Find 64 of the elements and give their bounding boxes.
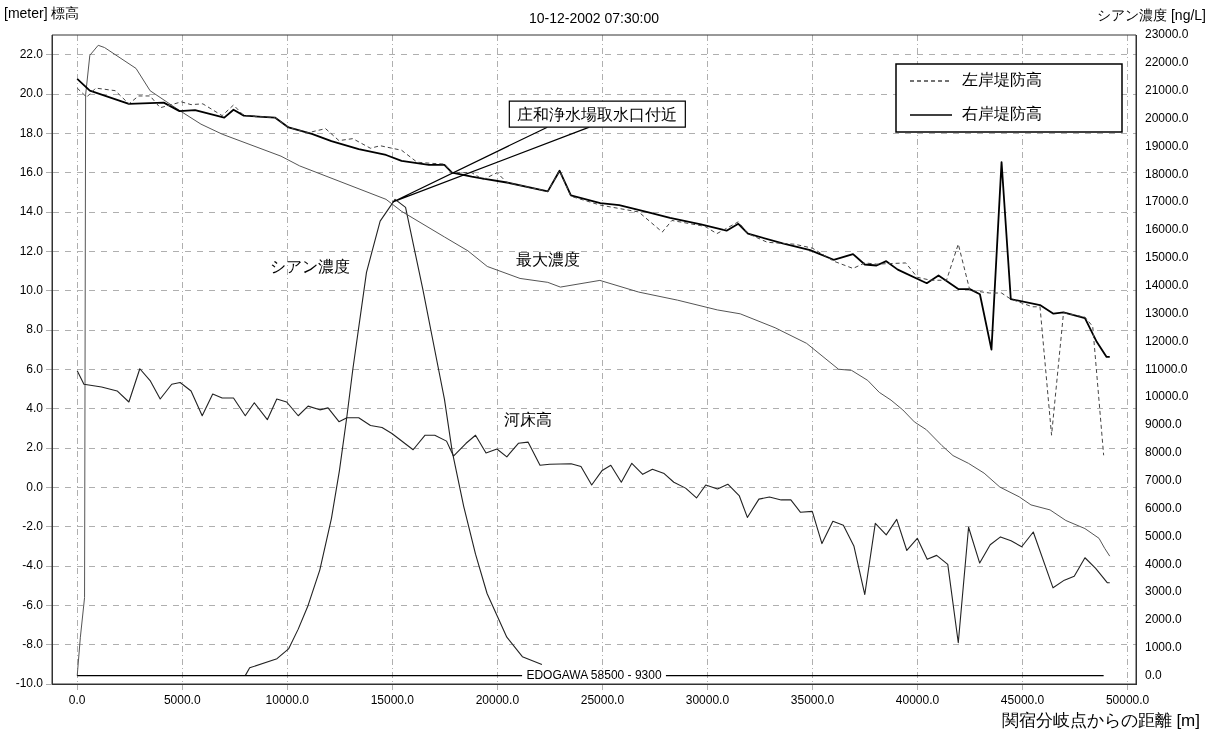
y2-tick-label: 13000.0 [1145,305,1189,320]
ref-line-label: EDOGAWA 58500 - 9300 [526,667,662,682]
y-tick-label: -2.0 [22,518,44,533]
y2-tick-label: 20000.0 [1145,110,1189,125]
y2-tick-label: 4000.0 [1145,556,1183,571]
y-axis-title: [meter] 標高 [4,4,80,21]
y2-tick-label: 6000.0 [1145,500,1183,515]
legend-label: 左岸堤防高 [962,71,1042,89]
y2-tick-label: 17000.0 [1145,194,1189,209]
y-tick-label: 20.0 [19,86,44,101]
y2-tick-label: 23000.0 [1145,27,1189,42]
y2-tick-label: 8000.0 [1145,445,1183,460]
x-axis-title: 関宿分岐点からの距離 [m] [1001,710,1200,730]
chart-title: 10-12-2002 07:30:00 [529,9,660,26]
y-tick-label: 8.0 [26,322,44,337]
x-tick-label: 10000.0 [265,692,310,707]
y-tick-label: 16.0 [19,164,44,179]
series-label: シアン濃度 [270,257,351,275]
y-tick-label: 10.0 [19,282,44,297]
y2-tick-label: 1000.0 [1145,640,1183,655]
y2-axis-title: シアン濃度 [ng/L] [1097,6,1206,23]
y2-tick-label: 10000.0 [1145,389,1189,404]
y-tick-label: -4.0 [22,558,44,573]
series-label: 最大濃度 [515,250,580,268]
x-tick-label: 5000.0 [163,692,201,707]
y2-tick-label: 15000.0 [1145,250,1189,265]
series-label: 河床高 [504,410,553,428]
x-tick-label: 45000.0 [1000,692,1045,707]
x-tick-label: 0.0 [68,692,86,707]
legend-label: 右岸堤防高 [962,105,1042,123]
y2-tick-label: 9000.0 [1145,417,1183,432]
y2-tick-label: 11000.0 [1145,361,1188,376]
y-tick-label: 6.0 [26,361,44,376]
y-tick-label: 12.0 [19,243,44,258]
y-tick-label: -10.0 [15,676,44,691]
x-tick-label: 30000.0 [685,692,730,707]
y2-tick-label: 2000.0 [1145,612,1183,627]
y-tick-label: 18.0 [19,125,44,140]
y2-tick-label: 5000.0 [1145,528,1183,543]
y-tick-label: 4.0 [26,400,44,415]
y2-tick-label: 0.0 [1145,667,1163,682]
y2-tick-label: 14000.0 [1145,278,1189,292]
y-tick-label: 22.0 [19,46,44,61]
x-tick-label: 25000.0 [580,692,625,707]
y2-tick-label: 22000.0 [1145,55,1189,70]
x-tick-label: 35000.0 [790,692,835,707]
annotation: 庄和浄水場取水口付近 [517,105,678,123]
y2-tick-label: 18000.0 [1145,166,1189,181]
x-tick-label: 20000.0 [475,692,520,707]
y2-tick-label: 16000.0 [1145,222,1189,237]
y-tick-label: 2.0 [26,440,44,455]
y-tick-label: -8.0 [22,636,44,651]
line-series [76,87,1105,456]
y2-tick-label: 12000.0 [1145,333,1189,348]
y2-tick-label: 19000.0 [1145,138,1189,153]
y2-tick-label: 7000.0 [1145,472,1183,487]
y2-tick-label: 3000.0 [1145,584,1183,599]
y2-tick-label: 21000.0 [1145,83,1189,98]
y-tick-label: 0.0 [26,479,44,494]
y-tick-label: 14.0 [19,204,44,219]
x-tick-label: 50000.0 [1105,692,1150,707]
x-tick-label: 40000.0 [895,692,940,707]
y-tick-label: -6.0 [22,597,44,612]
x-tick-label: 15000.0 [370,692,415,707]
